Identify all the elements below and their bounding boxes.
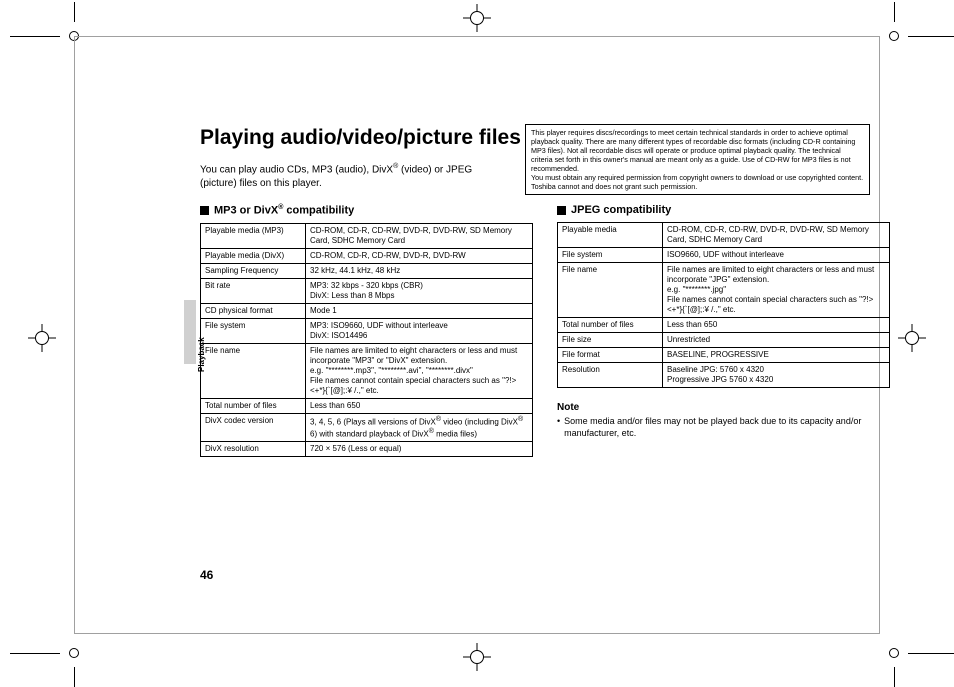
left-section-title: MP3 or DivX® compatibility	[200, 204, 533, 217]
right-section-title: JPEG compatibility	[557, 204, 890, 216]
spec-value: CD-ROM, CD-R, CD-RW, DVD-R, DVD-RW, SD M…	[306, 223, 533, 248]
right-column: JPEG compatibility Playable mediaCD-ROM,…	[557, 204, 890, 457]
spec-value: Less than 650	[306, 398, 533, 413]
spec-label: File system	[558, 248, 663, 263]
spec-value: 720 × 576 (Less or equal)	[306, 442, 533, 457]
note-text: Some media and/or files may not be playe…	[564, 416, 890, 439]
spec-label: CD physical format	[201, 303, 306, 318]
spec-value: Baseline JPG: 5760 x 4320Progressive JPG…	[663, 363, 890, 388]
spec-label: Total number of files	[558, 318, 663, 333]
spec-value: 32 kHz, 44.1 kHz, 48 kHz	[306, 263, 533, 278]
spec-label: DivX resolution	[201, 442, 306, 457]
spec-value: File names are limited to eight characte…	[663, 263, 890, 318]
spec-value: CD-ROM, CD-R, CD-RW, DVD-R, DVD-RW, SD M…	[663, 223, 890, 248]
spec-label: File system	[201, 318, 306, 343]
note-heading: Note	[557, 402, 890, 413]
chapter-tab	[184, 300, 196, 364]
mp3-divx-table: Playable media (MP3)CD-ROM, CD-R, CD-RW,…	[200, 223, 533, 457]
square-bullet-icon	[200, 206, 209, 215]
spec-value: Mode 1	[306, 303, 533, 318]
spec-label: Playable media (DivX)	[201, 248, 306, 263]
spec-label: File format	[558, 348, 663, 363]
spec-value: CD-ROM, CD-R, CD-RW, DVD-R, DVD-RW	[306, 248, 533, 263]
left-column: MP3 or DivX® compatibility Playable medi…	[200, 204, 533, 457]
square-bullet-icon	[557, 206, 566, 215]
spec-label: Total number of files	[201, 398, 306, 413]
note-item: • Some media and/or files may not be pla…	[557, 416, 890, 439]
spec-label: File name	[201, 343, 306, 398]
spec-value: BASELINE, PROGRESSIVE	[663, 348, 890, 363]
spec-label: File name	[558, 263, 663, 318]
spec-label: File size	[558, 333, 663, 348]
spec-label: Sampling Frequency	[201, 263, 306, 278]
page-content: Playing audio/video/picture files You ca…	[200, 126, 940, 457]
spec-value: 3, 4, 5, 6 (Plays all versions of DivX® …	[306, 413, 533, 441]
intro-text: You can play audio CDs, MP3 (audio), Div…	[200, 162, 490, 190]
page-title: Playing audio/video/picture files	[200, 126, 940, 150]
spec-label: DivX codec version	[201, 413, 306, 441]
page-number: 46	[200, 568, 213, 582]
spec-value: MP3: 32 kbps - 320 kbps (CBR)DivX: Less …	[306, 278, 533, 303]
jpeg-table: Playable mediaCD-ROM, CD-R, CD-RW, DVD-R…	[557, 222, 890, 388]
spec-label: Bit rate	[201, 278, 306, 303]
spec-label: Playable media (MP3)	[201, 223, 306, 248]
spec-label: Playable media	[558, 223, 663, 248]
bullet-icon: •	[557, 416, 560, 439]
spec-label: Resolution	[558, 363, 663, 388]
spec-value: File names are limited to eight characte…	[306, 343, 533, 398]
spec-value: ISO9660, UDF without interleave	[663, 248, 890, 263]
right-section-title-text: JPEG compatibility	[571, 204, 671, 216]
spec-value: MP3: ISO9660, UDF without interleaveDivX…	[306, 318, 533, 343]
spec-value: Unrestricted	[663, 333, 890, 348]
spec-value: Less than 650	[663, 318, 890, 333]
